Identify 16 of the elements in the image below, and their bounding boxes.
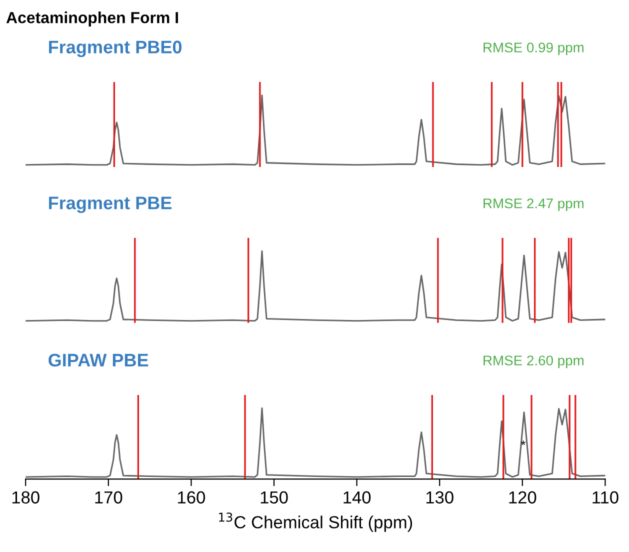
chart-subtitle: GIPAW PBE [48, 354, 148, 367]
x-tick-label: 150 [260, 491, 288, 504]
x-tick-label: 140 [344, 491, 371, 504]
x-tick-label: 160 [178, 491, 206, 504]
x-tick-label: 170 [95, 491, 122, 504]
text: RMSE 2.47 ppm [484, 198, 584, 212]
x-tick-label: 120 [509, 491, 536, 504]
text: RMSE 0.99 ppm [484, 42, 584, 56]
x-tick-label: 180 [12, 491, 40, 504]
chart-subtitle: Fragment PBE0 [49, 40, 182, 58]
chart-subtitle: Fragment PBE [49, 196, 172, 213]
text: RMSE 2.60 ppm [484, 356, 584, 368]
x-tick-label: 130 [426, 491, 454, 504]
x-tick-label: 110 [592, 491, 618, 504]
x-axis-title: $^{13}$C Chemical Shift (ppm) [219, 512, 412, 532]
chart-title: Acetaminophen Form I [6, 12, 178, 26]
